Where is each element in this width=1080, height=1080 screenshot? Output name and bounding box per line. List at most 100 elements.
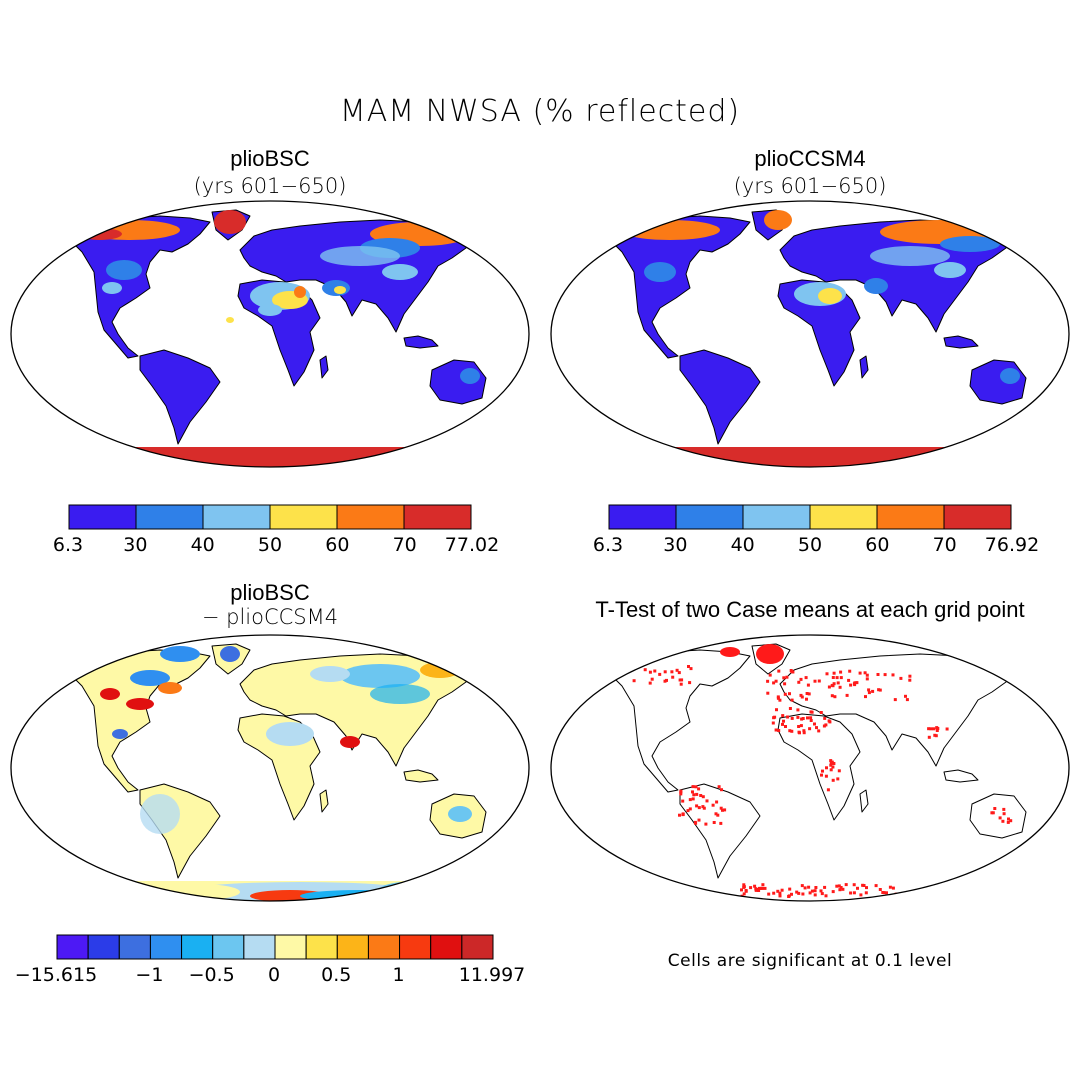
signif-cell bbox=[883, 673, 887, 677]
signif-cell bbox=[852, 891, 856, 895]
signif-region bbox=[756, 644, 784, 664]
signif-cell bbox=[1001, 819, 1005, 823]
signif-cell bbox=[998, 816, 1002, 820]
color-patch bbox=[158, 682, 182, 694]
signif-cell bbox=[804, 676, 808, 680]
signif-cell bbox=[686, 809, 690, 813]
signif-cell bbox=[677, 671, 681, 675]
signif-cell bbox=[650, 677, 654, 681]
panel2-map bbox=[550, 200, 1070, 468]
signif-cell bbox=[766, 679, 770, 683]
continent-indonesia bbox=[943, 769, 979, 783]
signif-cell bbox=[778, 894, 782, 898]
continent-south-america bbox=[679, 349, 761, 445]
colorbar-swatch bbox=[742, 504, 811, 530]
signif-cell bbox=[766, 691, 770, 695]
signif-cell bbox=[717, 785, 721, 789]
signif-cell bbox=[787, 895, 791, 898]
signif-cell bbox=[863, 671, 867, 675]
signif-cell bbox=[768, 673, 772, 677]
signif-cell bbox=[813, 722, 816, 726]
signif-cell bbox=[871, 689, 875, 693]
colorbar-tick-label: 70 bbox=[392, 534, 417, 556]
signif-cell bbox=[1007, 817, 1010, 821]
signif-cell bbox=[859, 893, 863, 897]
signif-cell bbox=[799, 693, 803, 697]
panel4-map bbox=[550, 634, 1070, 902]
signif-cell bbox=[807, 885, 811, 889]
signif-region bbox=[720, 647, 740, 657]
signif-cell bbox=[784, 725, 787, 728]
signif-cell bbox=[800, 717, 804, 721]
colorbar-swatch bbox=[118, 934, 151, 960]
signif-cell bbox=[837, 884, 841, 888]
signif-cell bbox=[797, 725, 801, 728]
signif-cell bbox=[893, 698, 897, 702]
continent-north-america bbox=[609, 649, 751, 793]
signif-cell bbox=[783, 682, 787, 686]
signif-cell bbox=[815, 726, 818, 730]
signif-cell bbox=[697, 806, 701, 810]
signif-cell bbox=[864, 891, 868, 895]
signif-cell bbox=[777, 669, 781, 673]
colorbar-tick-label: 77.02 bbox=[444, 534, 500, 556]
signif-cell bbox=[852, 883, 856, 887]
signif-cell bbox=[835, 676, 839, 680]
signif-cell bbox=[832, 671, 836, 675]
signif-cell bbox=[790, 716, 794, 720]
colorbar-tick-label: 30 bbox=[123, 534, 148, 556]
signif-cell bbox=[788, 887, 792, 891]
signif-cell bbox=[832, 762, 836, 765]
signif-cell bbox=[855, 681, 859, 685]
color-patch bbox=[294, 286, 306, 298]
signif-cell bbox=[844, 883, 848, 887]
figure-title: MAM NWSA (% reflected) bbox=[339, 94, 741, 129]
signif-cell bbox=[885, 891, 888, 895]
panel1-border bbox=[10, 200, 530, 468]
signif-cell bbox=[688, 681, 692, 685]
signif-cell bbox=[927, 727, 931, 731]
signif-cell bbox=[796, 715, 800, 719]
color-patch bbox=[100, 688, 120, 700]
signif-cell bbox=[904, 694, 907, 698]
colorbar-swatch bbox=[608, 504, 677, 530]
signif-cell bbox=[782, 719, 785, 723]
continent-indonesia bbox=[403, 335, 439, 349]
signif-cell bbox=[849, 683, 853, 687]
signif-cell bbox=[723, 808, 727, 812]
color-patch bbox=[420, 662, 460, 678]
signif-cell bbox=[813, 679, 817, 683]
signif-cell bbox=[772, 716, 776, 720]
signif-cell bbox=[825, 766, 828, 770]
signif-cell bbox=[831, 890, 835, 894]
signif-cell bbox=[799, 724, 803, 728]
panel4-note: Cells are significant at 0.1 level bbox=[667, 951, 953, 971]
signif-cell bbox=[679, 789, 683, 793]
signif-cell bbox=[756, 888, 760, 892]
signif-cell bbox=[829, 763, 833, 767]
signif-cell bbox=[695, 804, 699, 808]
signif-cell bbox=[820, 892, 824, 896]
signif-cell bbox=[891, 673, 895, 677]
signif-cell bbox=[663, 670, 667, 674]
panel3-title: plioBSC bbox=[230, 580, 310, 605]
color-patch bbox=[300, 890, 420, 901]
signif-cell bbox=[797, 680, 801, 684]
signif-cell bbox=[807, 692, 811, 696]
signif-cell bbox=[680, 678, 684, 682]
color-patch bbox=[340, 736, 360, 748]
signif-cell bbox=[711, 803, 715, 807]
colorbar-tick-label: 76.92 bbox=[984, 534, 1040, 556]
panel2-colorbar-labels: 6.3 30 40 50 60 70 76.92 bbox=[593, 534, 1039, 560]
signif-cell bbox=[990, 811, 994, 815]
signif-cell bbox=[867, 688, 871, 692]
signif-cell bbox=[744, 889, 748, 893]
color-patch bbox=[818, 288, 842, 304]
signif-cell bbox=[934, 734, 938, 738]
signif-cell bbox=[808, 891, 812, 895]
signif-cell bbox=[716, 813, 720, 817]
colorbar-swatch bbox=[943, 504, 1012, 530]
signif-cell bbox=[761, 883, 765, 887]
signif-cell bbox=[801, 892, 805, 896]
color-patch bbox=[448, 806, 472, 822]
